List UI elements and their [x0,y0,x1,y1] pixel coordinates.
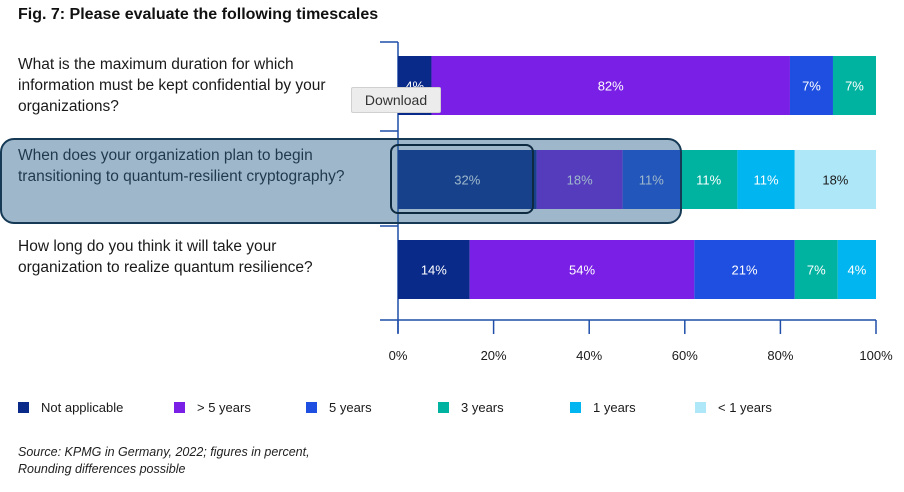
legend-label: 1 years [593,400,636,415]
highlight-overlay-cell[interactable] [390,144,534,214]
legend-swatch [570,402,581,413]
legend-label: < 1 years [718,400,772,415]
x-tick-label: 80% [767,348,793,363]
x-tick-label: 100% [859,348,893,363]
bar-segment [789,56,833,115]
legend-item-under-1-years: < 1 years [695,400,772,415]
question-label-2: When does your organization plan to begi… [18,147,345,185]
bar-segment [469,240,695,299]
question-label-3: How long do you think it will take your … [18,238,313,276]
bar-value-label: 14% [421,263,447,278]
bar-value-label: 11% [639,173,664,188]
x-tick-label: 40% [576,348,602,363]
legend-label: Not applicable [41,400,124,415]
bar-segment [431,56,790,115]
legend-swatch [174,402,185,413]
legend-item-over-5-years: > 5 years [174,400,251,415]
bar-segment [398,240,470,299]
x-tick-label: 60% [672,348,698,363]
bar-segment [694,240,795,299]
bar-value-label: 7% [845,79,864,94]
x-tick-label: 0% [389,348,408,363]
bar-value-label: 21% [732,263,758,278]
legend-swatch [695,402,706,413]
legend-item-3-years: 3 years [438,400,504,415]
bar-segment [536,150,623,209]
bar-segment [794,150,876,209]
source-line-2: Rounding differences possible [18,462,186,476]
legend-item-5-years: 5 years [306,400,372,415]
download-tooltip[interactable]: Download [351,87,441,113]
bar-value-label: 4% [847,263,866,278]
legend-item-not-applicable: Not applicable [18,400,123,415]
bar-value-label: 54% [569,263,595,278]
bar-value-label: 11% [754,173,779,188]
bar-value-label: 82% [598,79,624,94]
legend-swatch [306,402,317,413]
bar-segment [837,240,876,299]
legend-label: 5 years [329,400,372,415]
bar-segment [832,56,876,115]
chart-title: Fig. 7: Please evaluate the following ti… [18,6,379,23]
question-label-1: What is the maximum duration for which i… [18,56,326,115]
source-note: Source: KPMG in Germany, 2022; figures i… [18,444,310,478]
bar-segment [794,240,838,299]
bar-segment [398,150,537,209]
legend-label: 3 years [461,400,504,415]
bar-value-label: 18% [822,173,848,188]
highlight-overlay-row[interactable] [0,138,682,224]
bar-value-label: 18% [567,173,593,188]
source-line-1: Source: KPMG in Germany, 2022; figures i… [18,445,310,459]
bar-value-label: 7% [807,263,826,278]
bar-value-label: 11% [696,173,721,188]
bar-segment [737,150,795,209]
bar-value-label: 32% [454,173,480,188]
stacked-bar-chart: 0% 20% 40% 60% 80% 100% 4% 82% 7% 7% 32% 18% 11% 11% 1… [380,41,893,363]
legend-label: > 5 years [197,400,251,415]
bar-value-label: 7% [802,79,821,94]
bar-segment [680,150,738,209]
legend-swatch [438,402,449,413]
legend-item-1-years: 1 years [570,400,636,415]
legend-swatch [18,402,29,413]
x-tick-label: 20% [481,348,507,363]
bar-segment [622,150,681,209]
